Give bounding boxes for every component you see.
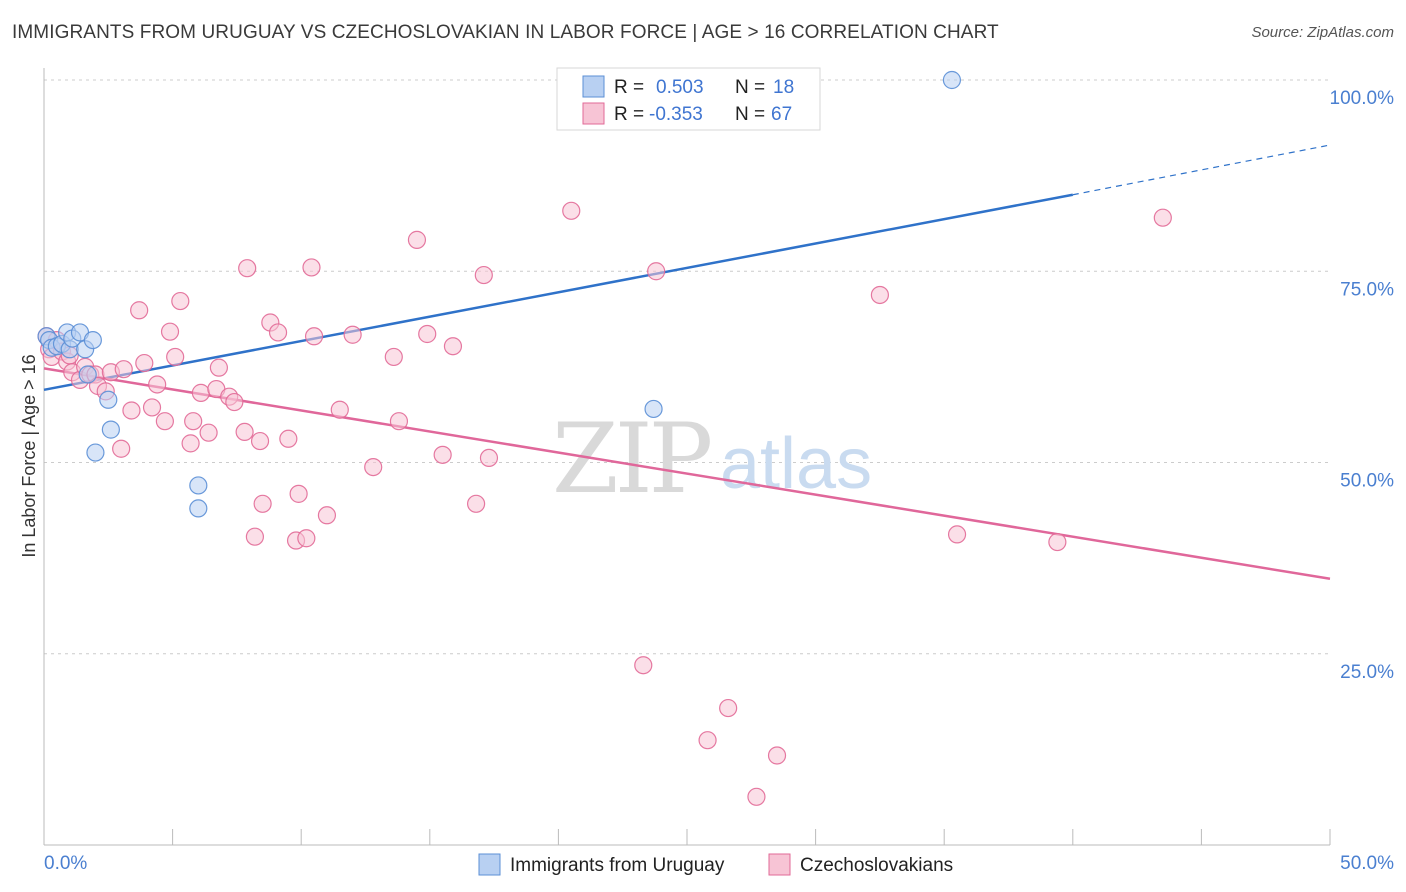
point-uruguay: [99, 390, 118, 409]
point-czechoslovakians: [166, 347, 185, 367]
point-czechoslovakians: [647, 262, 666, 281]
point-czechoslovakians: [135, 353, 154, 373]
point-czechoslovakians: [245, 527, 265, 546]
point-czechoslovakians: [184, 412, 203, 431]
point-czechoslovakians: [767, 746, 787, 765]
point-czechoslovakians: [870, 285, 890, 305]
point-czechoslovakians: [142, 398, 162, 417]
y-tick-label-75: 75.0%: [1340, 279, 1394, 300]
point-czechoslovakians: [343, 325, 362, 344]
point-uruguay: [86, 443, 105, 462]
point-czechoslovakians: [384, 347, 403, 367]
point-uruguay: [83, 331, 102, 350]
trendline-uruguay: [43, 193, 1074, 392]
point-czechoslovakians: [443, 337, 463, 356]
point-czechoslovakians: [122, 401, 141, 420]
bottom-legend-swatch-czech: [768, 853, 791, 876]
legend-r-value-1: 0.503: [656, 77, 704, 98]
point-czechoslovakians: [289, 484, 308, 503]
point-uruguay: [78, 365, 97, 384]
x-tick-label-min: 0.0%: [44, 853, 87, 874]
point-czechoslovakians: [317, 506, 337, 525]
point-czechoslovakians: [418, 324, 437, 344]
point-uruguay: [189, 499, 208, 518]
point-czechoslovakians: [209, 358, 228, 377]
point-czechoslovakians: [160, 322, 180, 341]
legend-swatch-czech: [582, 102, 605, 125]
source-label: Source: ZipAtlas.com: [1251, 24, 1394, 41]
point-czechoslovakians: [253, 494, 272, 513]
legend-n-label-2: N =: [735, 104, 765, 125]
grid-layer: [44, 79, 1330, 655]
point-uruguay: [942, 70, 962, 90]
chart-title: IMMIGRANTS FROM URUGUAY VS CZECHOSLOVAKI…: [12, 22, 999, 43]
point-czechoslovakians: [225, 392, 244, 412]
point-czechoslovakians: [433, 445, 452, 464]
watermark-zip: ZIP: [552, 403, 711, 515]
point-czechoslovakians: [474, 265, 493, 285]
point-czechoslovakians: [148, 375, 167, 394]
point-uruguay: [101, 420, 120, 439]
point-czechoslovakians: [302, 258, 321, 277]
point-czechoslovakians: [112, 439, 131, 458]
point-czechoslovakians: [389, 412, 409, 431]
watermark: ZIP atlas: [552, 403, 872, 515]
trendline-uruguay-extension: [1072, 144, 1331, 196]
point-layer: [37, 70, 1172, 806]
point-czechoslovakians: [364, 457, 383, 477]
legend-n-label-1: N =: [735, 77, 765, 98]
point-czechoslovakians: [238, 259, 257, 278]
point-czechoslovakians: [747, 787, 766, 806]
point-czechoslovakians: [634, 656, 653, 675]
y-tick-label-50: 50.0%: [1340, 471, 1394, 492]
point-uruguay: [644, 399, 663, 419]
top-legend: R = 0.503 N = 18 R = -0.353 N = 67: [556, 67, 821, 131]
legend-n-value-1: 18: [773, 77, 794, 98]
point-czechoslovakians: [250, 431, 270, 451]
bottom-legend-swatch-uruguay: [478, 853, 501, 876]
point-czechoslovakians: [199, 423, 218, 442]
point-czechoslovakians: [235, 422, 254, 441]
point-czechoslovakians: [279, 429, 298, 448]
point-czechoslovakians: [114, 360, 133, 379]
point-czechoslovakians: [181, 434, 200, 453]
trendline-czechoslovakians: [43, 367, 1331, 581]
bottom-legend-label-uruguay: Immigrants from Uruguay: [510, 855, 725, 876]
x-tick-label-max: 50.0%: [1340, 853, 1394, 874]
point-czechoslovakians: [407, 230, 427, 249]
point-czechoslovakians: [1153, 208, 1172, 227]
bottom-legend: Immigrants from Uruguay Czechoslovakians: [478, 853, 953, 876]
point-czechoslovakians: [698, 731, 717, 750]
point-czechoslovakians: [155, 412, 174, 431]
legend-n-value-2: 67: [771, 104, 792, 125]
point-czechoslovakians: [562, 201, 581, 220]
point-czechoslovakians: [268, 323, 288, 342]
y-tick-label-25: 25.0%: [1340, 662, 1394, 683]
bottom-legend-label-czech: Czechoslovakians: [800, 855, 953, 876]
point-czechoslovakians: [947, 525, 967, 544]
point-czechoslovakians: [297, 529, 316, 548]
point-czechoslovakians: [191, 383, 210, 402]
legend-r-label-1: R =: [614, 77, 644, 98]
y-axis-title: In Labor Force | Age > 16: [19, 354, 39, 557]
y-tick-label-100: 100.0%: [1330, 88, 1395, 109]
point-czechoslovakians: [130, 301, 149, 320]
point-uruguay: [189, 476, 208, 495]
legend-r-label-2: R =: [614, 104, 644, 125]
point-czechoslovakians: [1048, 532, 1067, 552]
point-czechoslovakians: [330, 400, 349, 419]
point-czechoslovakians: [171, 291, 190, 311]
point-czechoslovakians: [719, 698, 738, 718]
legend-swatch-uruguay: [582, 75, 605, 98]
point-czechoslovakians: [304, 327, 324, 346]
point-czechoslovakians: [466, 494, 486, 513]
legend-r-value-2: -0.353: [649, 104, 703, 125]
trend-layer: [43, 144, 1331, 581]
point-czechoslovakians: [479, 448, 499, 468]
axis-layer: 25.0% 50.0% 75.0% 100.0%: [43, 68, 1395, 846]
